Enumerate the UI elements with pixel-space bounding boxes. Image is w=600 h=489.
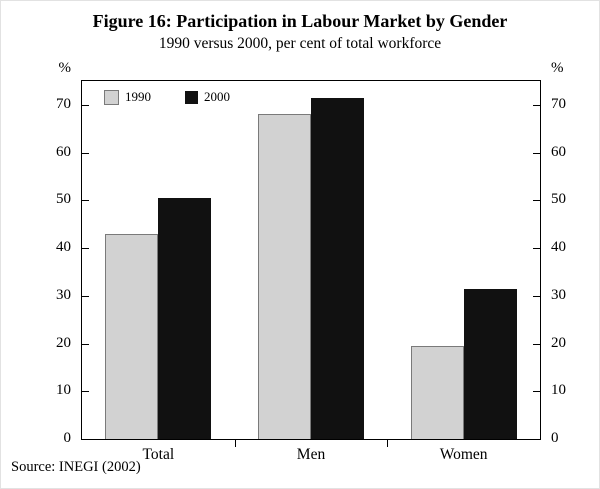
y-tick-label-left-20: 20 [56, 334, 71, 351]
x-category-label-total: Total [142, 446, 175, 463]
y-tick-label-left-60: 60 [56, 143, 71, 160]
y-tick-label-left-70: 70 [56, 95, 71, 112]
y-tick-mark-right-70 [533, 104, 540, 106]
y-tick-mark-left-50 [82, 200, 89, 202]
y-tick-label-right-70: 70 [551, 95, 566, 112]
y-tick-label-right-60: 60 [551, 143, 566, 160]
x-category-label-women: Women [439, 446, 488, 463]
y-tick-label-right-10: 10 [551, 382, 566, 399]
legend: 1990 2000 [104, 89, 230, 105]
x-boundary-tick-1 [234, 439, 236, 447]
y-tick-label-right-20: 20 [551, 334, 566, 351]
bar-chart: % % 1990 2000 0 0 10 10 20 20 30 30 40 40 50 50 60 60 7… [1, 56, 599, 470]
y-tick-mark-right-10 [533, 391, 540, 393]
y-tick-label-left-30: 30 [56, 286, 71, 303]
legend-label-1990: 1990 [125, 89, 151, 104]
y-tick-mark-left-10 [82, 391, 89, 393]
y-tick-mark-right-30 [533, 295, 540, 297]
y-tick-mark-left-20 [82, 343, 89, 345]
bar-1990-women [410, 345, 464, 439]
y-tick-label-right-0: 0 [551, 430, 559, 446]
legend-item-2000: 2000 [185, 89, 230, 105]
y-tick-label-left-10: 10 [56, 382, 71, 399]
y-tick-label-right-30: 30 [551, 286, 566, 303]
plot-area: 1990 2000 [81, 80, 541, 447]
y-tick-label-right-40: 40 [551, 239, 566, 256]
figure-subtitle: 1990 versus 2000, per cent of total work… [158, 35, 442, 52]
y-tick-label-left-0: 0 [63, 430, 72, 446]
legend-label-2000: 2000 [204, 89, 230, 104]
y-tick-label-left-40: 40 [56, 239, 71, 256]
y-tick-mark-left-40 [82, 248, 89, 250]
legend-item-1990: 1990 [104, 89, 151, 105]
x-boundary-tick-2 [387, 439, 389, 447]
y-tick-mark-right-20 [533, 343, 540, 345]
y-tick-label-left-50: 50 [56, 191, 71, 208]
source-note: Source: INEGI (2002) [11, 459, 141, 475]
y-tick-mark-left-30 [82, 295, 89, 297]
y-axis-unit-right: % [551, 60, 564, 76]
bar-2000-men [311, 97, 364, 439]
x-category-label-men: Men [296, 446, 326, 463]
y-axis-unit-left: % [58, 60, 72, 76]
legend-swatch-1990 [104, 89, 119, 105]
figure-title: Figure 16: Participation in Labour Marke… [92, 11, 508, 31]
legend-swatch-2000 [185, 90, 198, 104]
bar-1990-men [258, 114, 311, 439]
y-tick-mark-right-60 [533, 152, 540, 154]
y-tick-label-right-50: 50 [551, 191, 566, 208]
bar-2000-women [463, 288, 517, 439]
y-tick-mark-right-50 [533, 200, 540, 202]
y-tick-mark-left-60 [82, 152, 89, 154]
y-tick-mark-left-70 [82, 104, 89, 106]
bar-1990-total [105, 233, 159, 439]
bar-2000-total [158, 197, 212, 439]
y-tick-mark-right-40 [533, 248, 540, 250]
